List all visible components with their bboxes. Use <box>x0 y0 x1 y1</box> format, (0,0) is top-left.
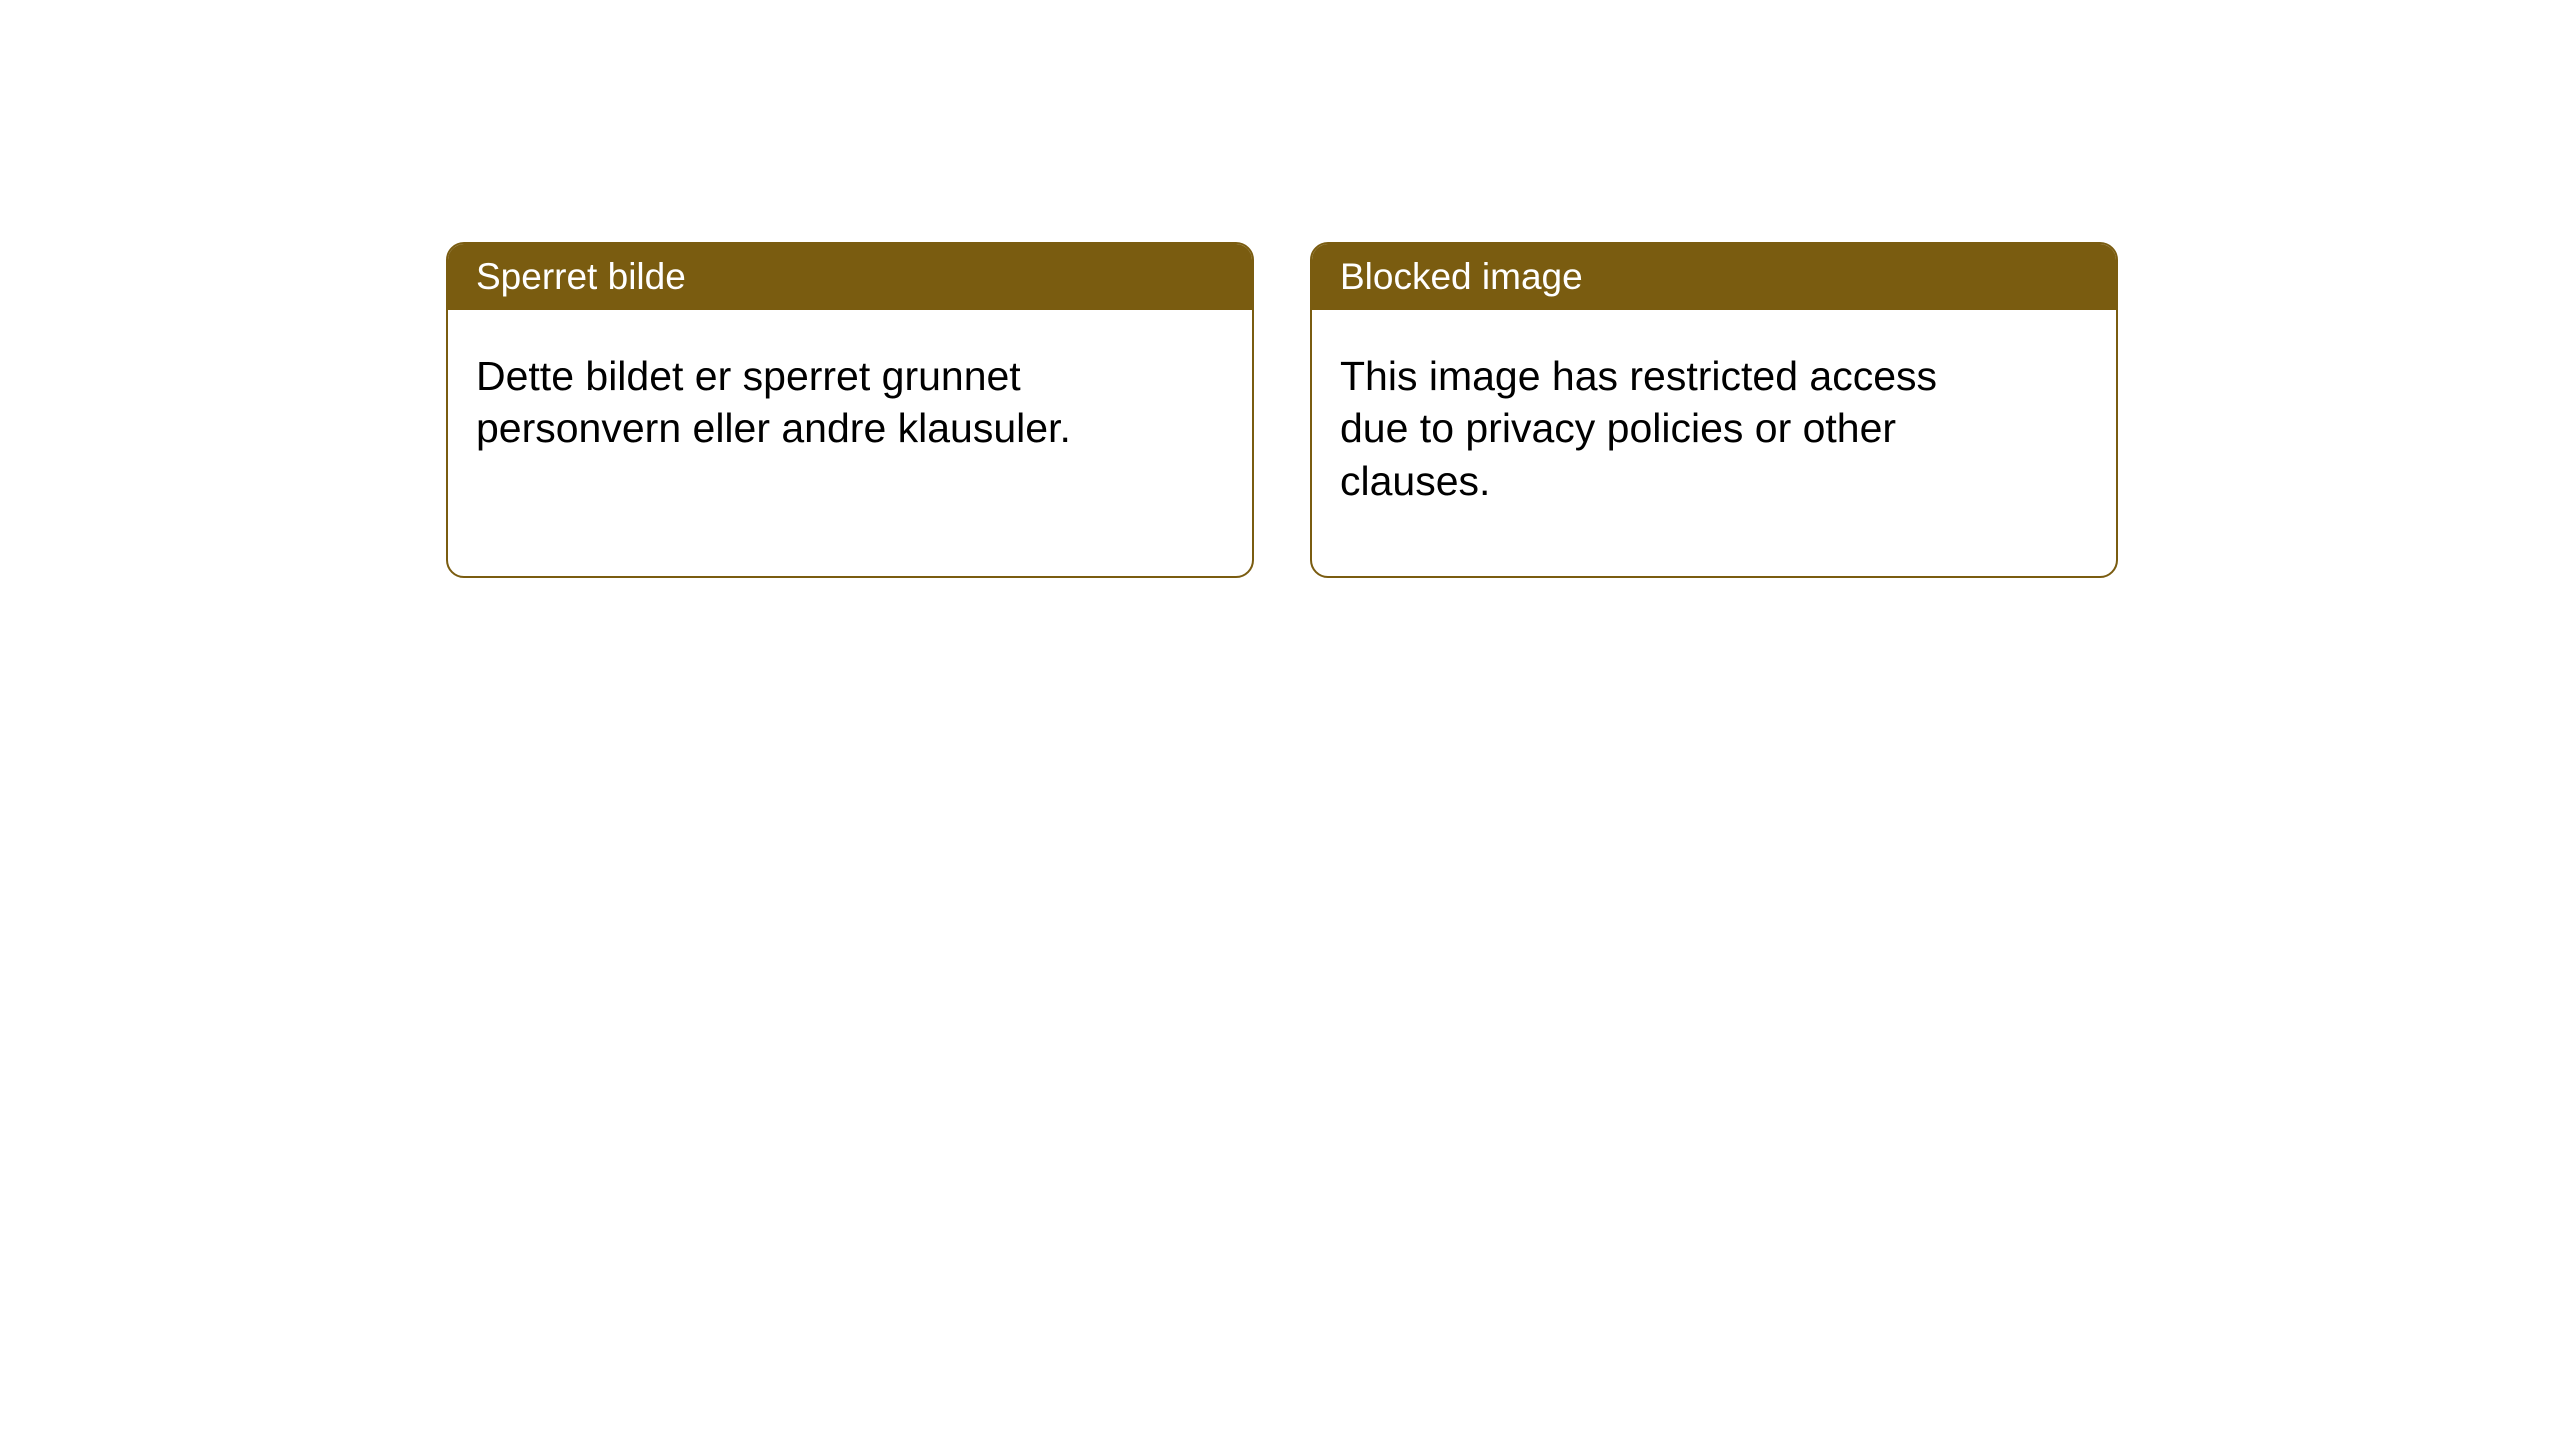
card-body-text: Dette bildet er sperret grunnet personve… <box>476 353 1071 451</box>
card-body: Dette bildet er sperret grunnet personve… <box>448 310 1168 495</box>
card-title: Sperret bilde <box>476 256 686 297</box>
notice-card-english: Blocked image This image has restricted … <box>1310 242 2118 578</box>
card-header: Sperret bilde <box>448 244 1252 310</box>
card-body: This image has restricted access due to … <box>1312 310 2032 547</box>
card-body-text: This image has restricted access due to … <box>1340 353 1937 504</box>
notice-card-norwegian: Sperret bilde Dette bildet er sperret gr… <box>446 242 1254 578</box>
card-title: Blocked image <box>1340 256 1583 297</box>
card-header: Blocked image <box>1312 244 2116 310</box>
notice-cards-container: Sperret bilde Dette bildet er sperret gr… <box>446 242 2118 578</box>
